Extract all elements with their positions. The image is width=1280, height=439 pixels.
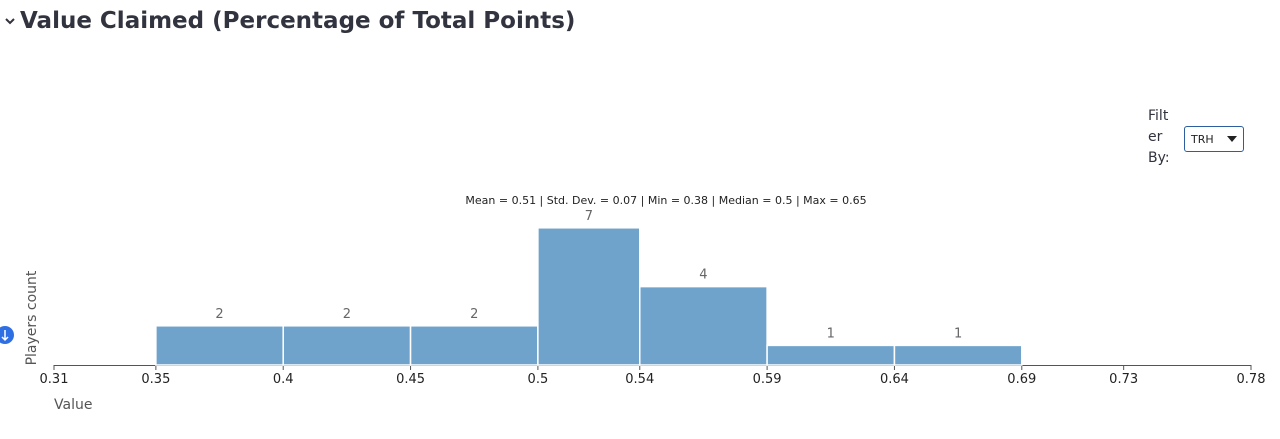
x-tick-label: 0.69 — [1007, 372, 1036, 387]
x-axis-label: Value — [54, 397, 92, 413]
x-tick-label: 0.59 — [753, 372, 782, 387]
x-tick-label: 0.54 — [625, 372, 654, 387]
x-tick-label: 0.35 — [141, 372, 170, 387]
bar-value-label: 2 — [343, 307, 351, 322]
filter-label: Filter By: — [1148, 108, 1170, 166]
histogram-bar — [893, 344, 1023, 366]
x-tick-label: 0.64 — [880, 372, 909, 387]
toggle-arrow — [1, 330, 9, 342]
x-tick-label: 0.45 — [396, 372, 425, 387]
filter-value: TRH — [1191, 132, 1214, 146]
bar-value-label: 7 — [585, 209, 593, 224]
histogram-bar — [155, 325, 284, 366]
filter-control: Filter By: TRH — [1148, 106, 1244, 169]
bar-value-label: 1 — [954, 326, 962, 341]
bar-value-label: 2 — [470, 307, 478, 322]
section-title: Value Claimed (Percentage of Total Point… — [20, 8, 576, 34]
histogram-bar — [537, 227, 641, 366]
x-tick-label: 0.4 — [273, 372, 294, 387]
bar-value-label: 1 — [827, 326, 835, 341]
histogram-bar — [409, 325, 539, 366]
histogram-bar — [639, 285, 768, 366]
bar-value-label: 4 — [699, 268, 707, 283]
chevron-icon — [5, 18, 15, 25]
section-header[interactable]: Value Claimed (Percentage of Total Point… — [4, 8, 575, 34]
y-axis-label: Players count — [24, 270, 40, 365]
x-tick-label: 0.31 — [40, 372, 69, 387]
dropdown-arrow — [1227, 136, 1237, 142]
x-tick-label: 0.5 — [528, 372, 549, 387]
x-tick-label: 0.78 — [1237, 372, 1266, 387]
filter-dropdown[interactable]: TRH — [1184, 126, 1244, 152]
side-toggle-icon[interactable] — [0, 326, 14, 344]
stats-annotation: Mean = 0.51 | Std. Dev. = 0.07 | Min = 0… — [465, 194, 866, 207]
bar-value-label: 2 — [215, 307, 223, 322]
histogram-bar — [766, 344, 896, 366]
x-tick-label: 0.73 — [1109, 372, 1138, 387]
histogram-bar — [282, 325, 412, 366]
